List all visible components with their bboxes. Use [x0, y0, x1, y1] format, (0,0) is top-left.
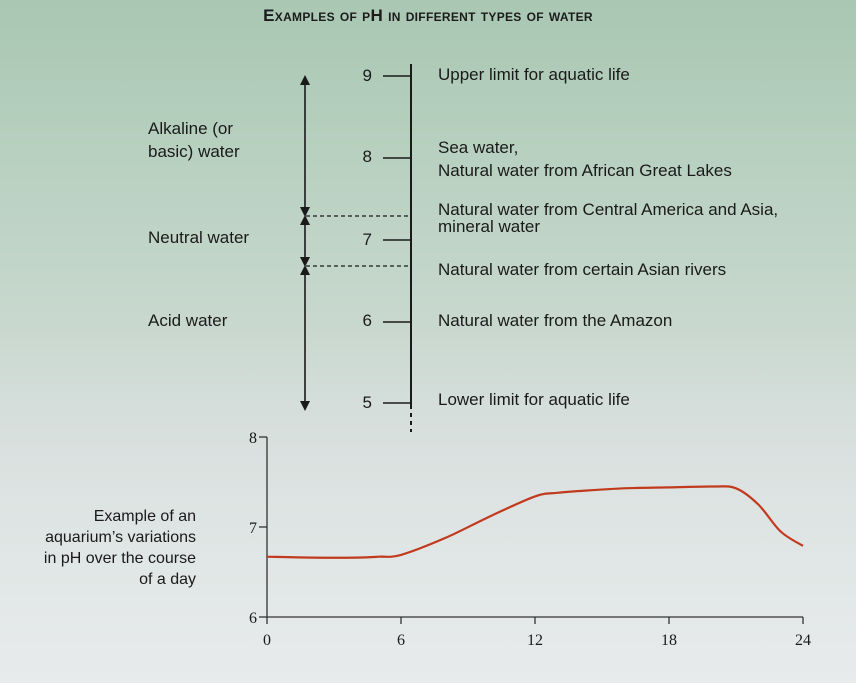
ph-label-7: 7: [362, 230, 372, 249]
chart-legend-line4: of a day: [139, 571, 196, 588]
y-tick-label-8: 8: [249, 430, 257, 447]
desc-lower-limit: Lower limit for aquatic life: [438, 390, 630, 409]
chart-legend: Example of an aquarium’s variations in p…: [20, 506, 196, 590]
x-tick-label-0: 0: [263, 632, 271, 649]
zone-neutral: Neutral water: [148, 228, 250, 247]
ph-label-6: 6: [362, 311, 372, 330]
zone-acid: Acid water: [148, 311, 228, 330]
desc-central-america: Natural water from Central America and A…: [438, 200, 779, 219]
desc-mineral-water: mineral water: [438, 217, 541, 236]
x-tick-label-18: 18: [661, 632, 677, 649]
desc-upper-limit: Upper limit for aquatic life: [438, 65, 630, 84]
chart-legend-line2: aquarium’s variations: [45, 529, 196, 546]
ph-label-5: 5: [362, 393, 372, 412]
ph-series-line: [266, 485, 804, 559]
ph-label-9: 9: [362, 66, 372, 85]
chart-x-ticks: 0 6 12 18 24: [263, 617, 811, 649]
desc-african-lakes: Natural water from African Great Lakes: [438, 161, 732, 180]
x-tick-label-24: 24: [795, 632, 811, 649]
chart-legend-line1: Example of an: [93, 508, 196, 525]
page-title: Examples of pH in different types of wat…: [263, 6, 593, 25]
zone-alkaline-line1: Alkaline (or: [148, 119, 234, 138]
y-tick-label-6: 6: [249, 610, 257, 627]
chart-y-ticks: 6 7 8: [249, 430, 267, 627]
x-tick-label-12: 12: [527, 632, 543, 649]
x-tick-label-6: 6: [397, 632, 405, 649]
y-tick-label-7: 7: [249, 520, 257, 537]
chart-legend-line3: in pH over the course: [43, 550, 196, 567]
zone-alkaline-line2: basic) water: [148, 142, 240, 161]
desc-amazon: Natural water from the Amazon: [438, 311, 673, 330]
ph-label-8: 8: [362, 147, 372, 166]
desc-sea-water: Sea water,: [438, 138, 519, 157]
desc-asian-rivers: Natural water from certain Asian rivers: [438, 260, 727, 279]
